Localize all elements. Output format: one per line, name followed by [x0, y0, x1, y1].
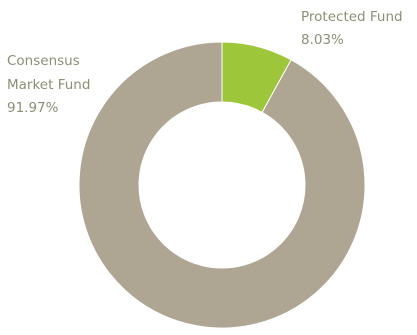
donut-slice-consensus-market-fund	[78, 41, 366, 329]
slice-name-protected-fund-line-1: Protected Fund	[301, 9, 403, 25]
slice-value-consensus-market-fund: 91.97%	[7, 100, 59, 116]
slice-label-consensus-market-fund: Consensus Market Fund	[7, 53, 90, 93]
slice-value-protected-fund: 8.03%	[301, 32, 344, 48]
slice-name-consensus-market-fund-line-1: Consensus	[7, 53, 80, 69]
donut-slices	[78, 41, 366, 329]
slice-label-protected-fund: Protected Fund	[301, 9, 403, 25]
slice-name-consensus-market-fund-line-2: Market Fund	[7, 77, 90, 93]
